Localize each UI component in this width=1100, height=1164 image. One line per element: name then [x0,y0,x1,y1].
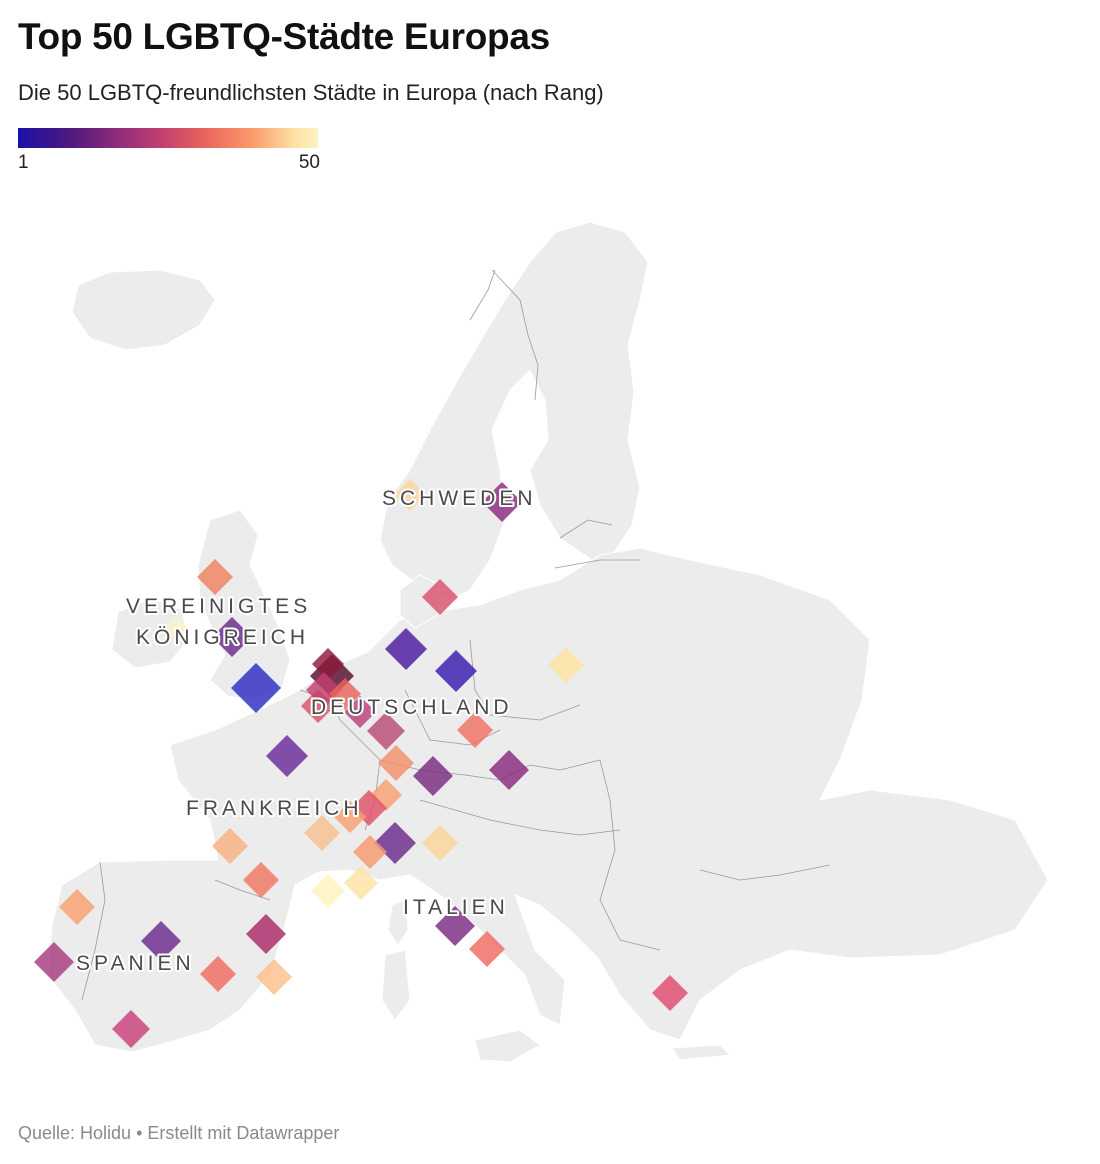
city-marker[interactable] [489,750,529,790]
city-marker[interactable] [394,479,426,511]
land-continental-europe [47,547,1049,1053]
country-label-italien: ITALIEN [403,896,509,919]
country-label-deutschland: DEUTSCHLAND [311,696,513,719]
land-sicily [474,1029,541,1063]
city-marker[interactable] [231,663,281,713]
city-marker[interactable] [422,579,458,615]
city-marker[interactable] [246,914,286,954]
country-labels: SCHWEDEN VEREINIGTES KÖNIGREICH DEUTSCHL… [74,485,537,977]
country-label-deutschland-line1: DEUTSCHLAND [311,696,513,719]
city-marker[interactable] [652,975,688,1011]
page-title: Top 50 LGBTQ-Städte Europas [18,16,550,57]
land-sardinia [381,949,411,1021]
color-legend: 1 50 [18,128,320,174]
page-subtitle: Die 50 LGBTQ-freundlichsten Städte in Eu… [18,80,604,105]
land-crete [671,1044,732,1061]
city-marker[interactable] [304,815,340,851]
country-label-italien-line1: ITALIEN [403,896,509,919]
legend-gradient-bar [18,128,318,148]
europe-map: SCHWEDEN VEREINIGTES KÖNIGREICH DEUTSCHL… [34,221,1049,1063]
city-marker[interactable] [311,874,345,908]
city-marker[interactable] [469,931,505,967]
cities-layer [34,479,688,1048]
country-label-frankreich: FRANKREICH [186,797,363,820]
city-marker[interactable] [266,735,308,777]
city-marker[interactable] [329,678,361,710]
city-marker[interactable] [413,756,453,796]
city-marker[interactable] [212,828,248,864]
city-marker[interactable] [334,801,366,833]
city-marker[interactable] [162,616,190,644]
city-marker[interactable] [141,921,181,961]
land-layer [47,221,1049,1063]
land-denmark [399,574,441,629]
country-label-schweden: SCHWEDEN [382,487,537,510]
land-ireland [111,597,189,669]
land-corsica [387,899,409,946]
city-marker[interactable] [243,862,279,898]
city-marker[interactable] [548,647,584,683]
city-marker[interactable] [385,628,427,670]
city-marker[interactable] [457,712,493,748]
city-marker[interactable] [256,959,292,995]
city-marker[interactable] [212,617,252,657]
city-marker[interactable] [378,745,414,781]
legend-max-label: 50 [298,152,320,173]
country-label-spanien: SPANIEN [76,952,195,975]
land-iceland [71,269,216,351]
land-scandinavia [379,221,649,601]
city-marker[interactable] [306,672,342,708]
city-marker[interactable] [422,825,458,861]
city-marker[interactable] [59,889,95,925]
city-marker[interactable] [435,906,475,946]
city-marker[interactable] [112,1010,150,1048]
city-marker[interactable] [34,942,74,982]
city-marker[interactable] [197,559,233,595]
city-marker[interactable] [353,835,387,869]
city-marker[interactable] [344,696,376,728]
city-marker[interactable] [435,650,477,692]
country-label-frankreich-line1: FRANKREICH [186,797,363,820]
country-label-vereinigtes-koenigreich: VEREINIGTES KÖNIGREICH [126,595,321,649]
country-label-schweden-line1: SCHWEDEN [382,487,537,510]
source-footer: Quelle: Holidu • Erstellt mit Datawrappe… [18,1123,340,1143]
city-marker[interactable] [367,712,405,750]
city-marker[interactable] [482,482,522,522]
country-label-uk-line1: VEREINIGTES [126,595,311,618]
city-marker[interactable] [312,648,344,680]
city-marker[interactable] [344,866,378,900]
legend-min-label: 1 [18,152,29,173]
country-label-uk-line2: KÖNIGREICH [136,626,309,649]
city-marker[interactable] [200,956,236,992]
country-label-spanien-line1: SPANIEN [76,952,195,975]
